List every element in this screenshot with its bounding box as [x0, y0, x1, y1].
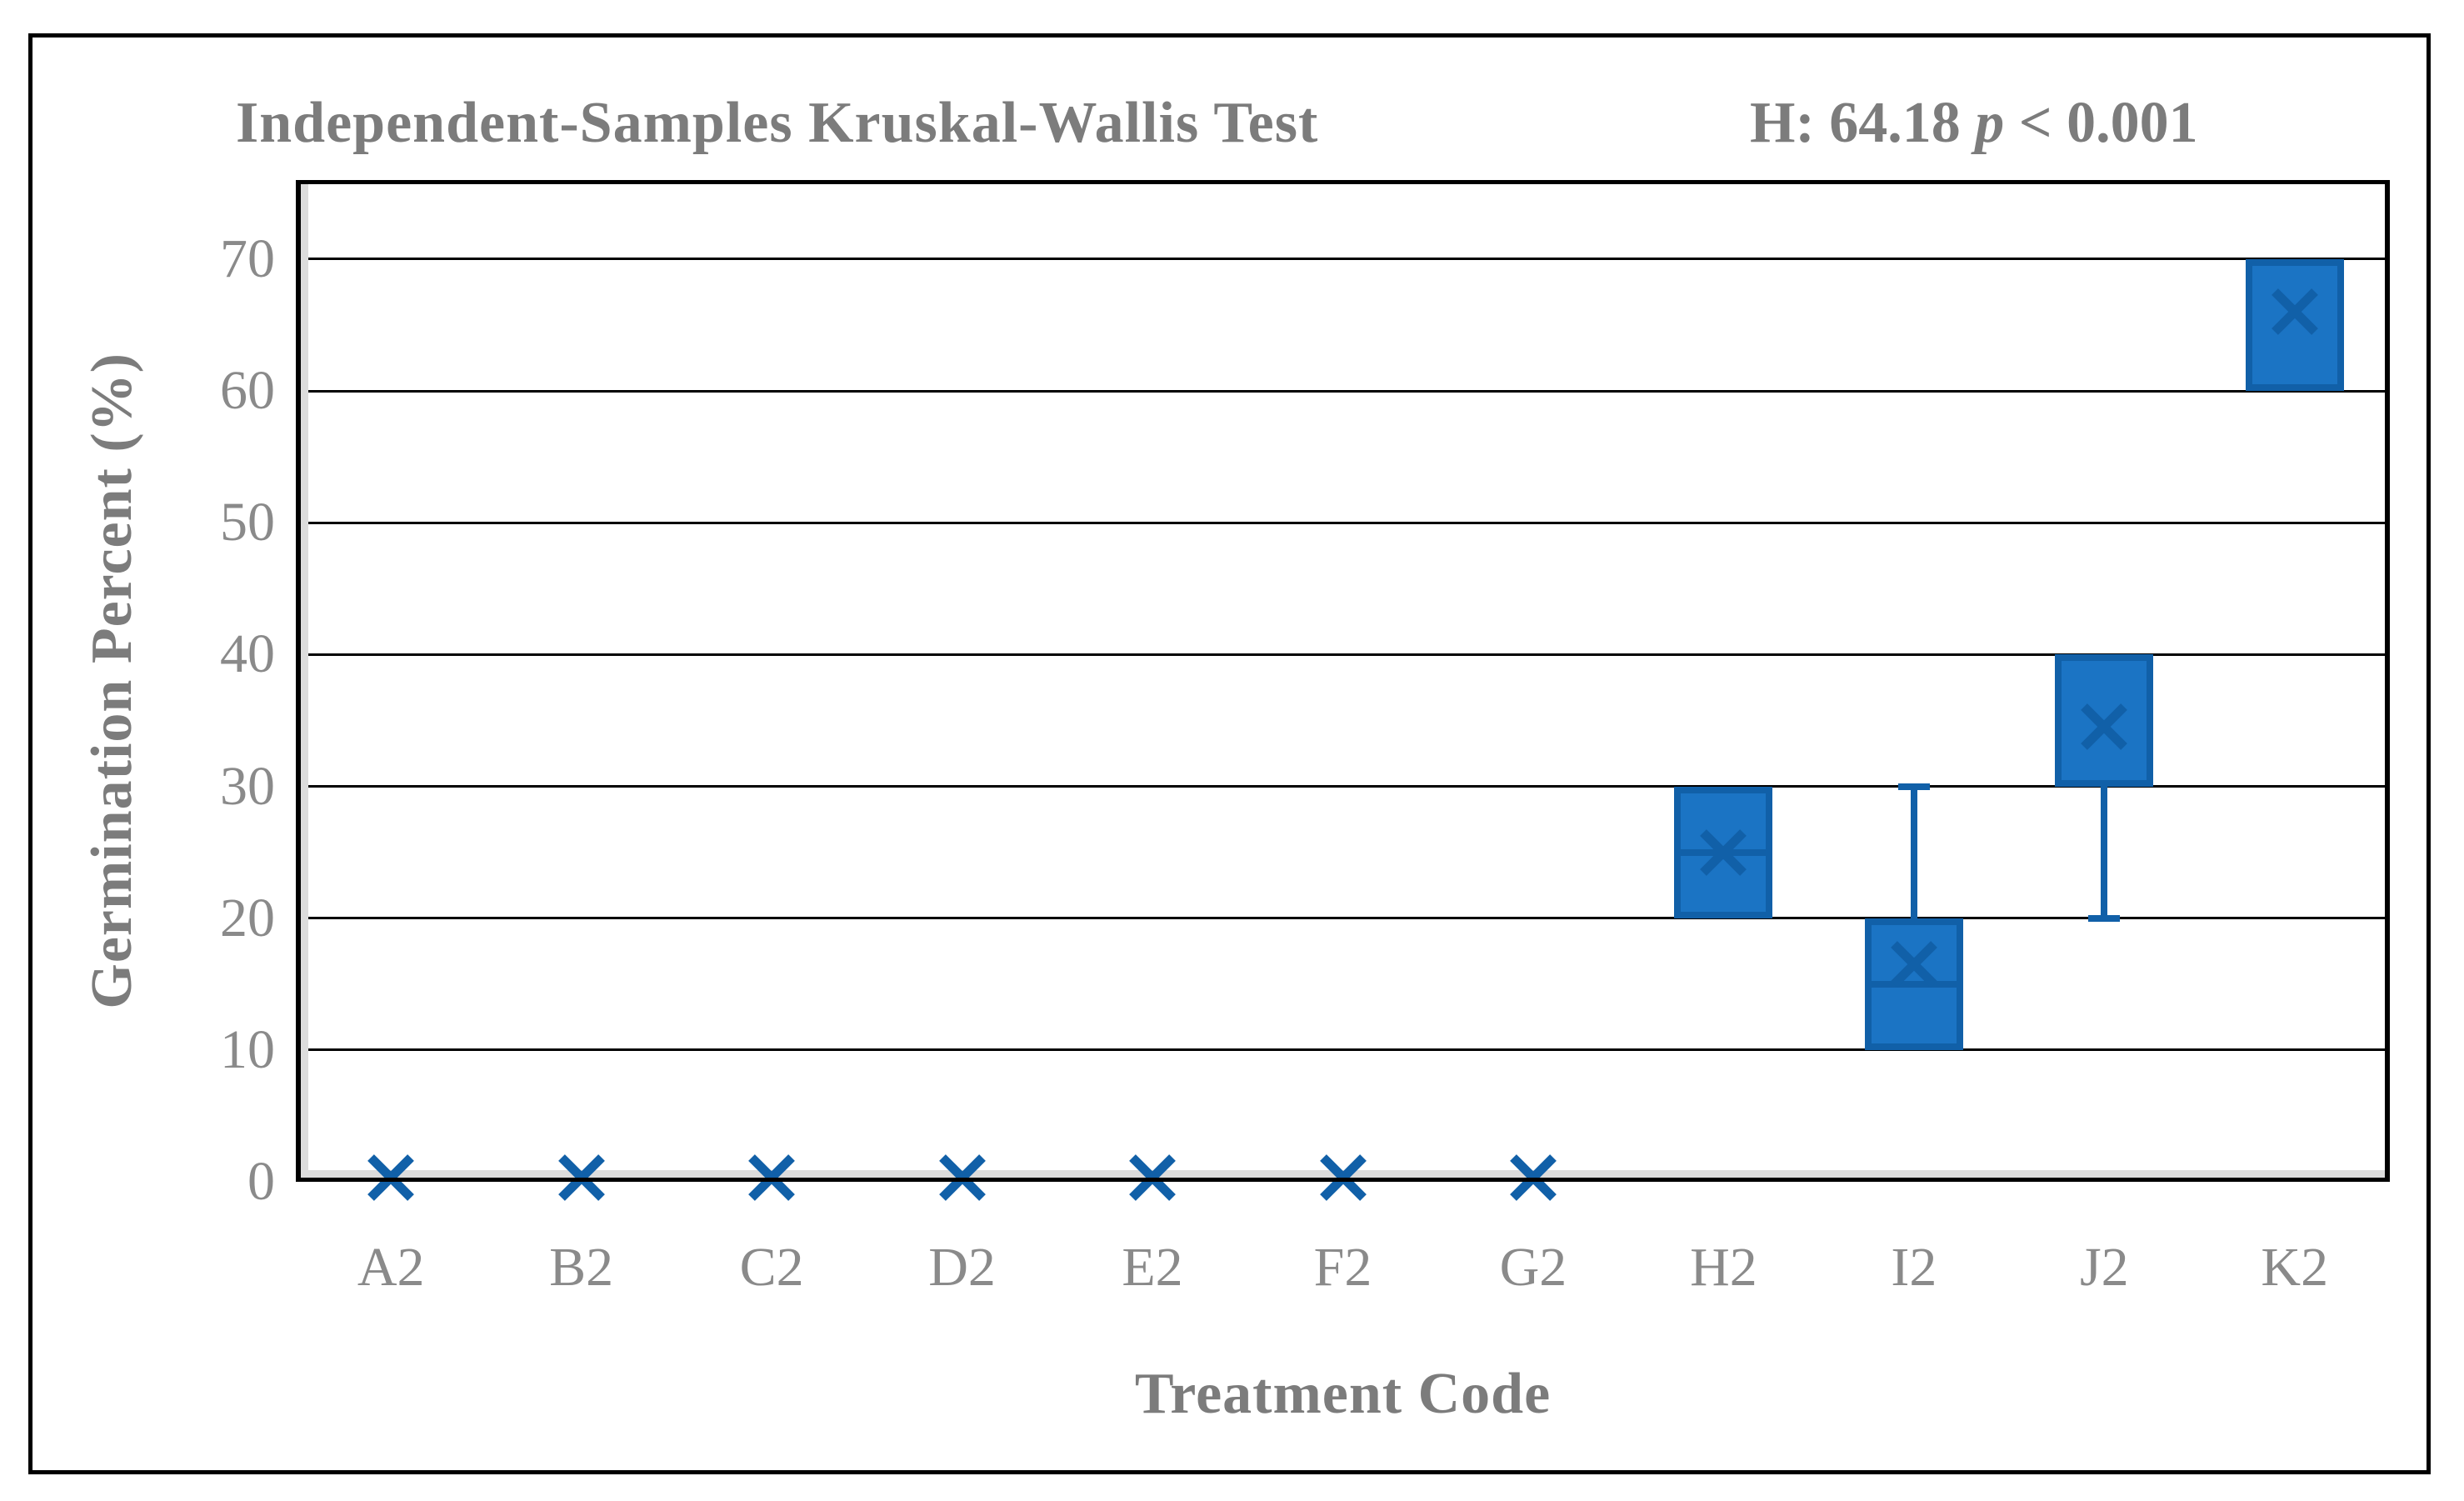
whisker-cap: [2088, 914, 2121, 922]
category-label: E2: [1122, 1237, 1183, 1298]
gridline: [308, 1048, 2385, 1052]
chart-title: Independent-Samples Kruskal-Wallis Test: [236, 91, 1319, 155]
mean-x-marker: [1890, 941, 1937, 988]
category-label: C2: [739, 1237, 804, 1298]
category-label: K2: [2261, 1237, 2329, 1298]
box: [2055, 654, 2154, 787]
category-label: I2: [1891, 1237, 1937, 1298]
ytick-label: 20: [220, 887, 275, 948]
x-axis-title: Treatment Code: [1134, 1362, 1552, 1426]
stat-h-value: H: 64.18: [1750, 91, 1976, 155]
gridline: [308, 653, 2385, 656]
gridline: [308, 521, 2385, 524]
category-label: J2: [2079, 1237, 2129, 1298]
mean-x-marker: [2271, 288, 2318, 336]
plot-area: [296, 180, 2390, 1202]
stat-annotation: H: 64.18 p < 0.001: [1750, 90, 2198, 157]
plot-border-bottom: [296, 1178, 2390, 1182]
ytick-label: 10: [220, 1018, 275, 1080]
gridline: [308, 389, 2385, 393]
gridline: [308, 258, 2385, 261]
box: [2245, 258, 2344, 392]
whisker-line: [2101, 786, 2108, 918]
mean-x-marker: [2081, 703, 2128, 751]
whisker-cap: [1897, 783, 1930, 790]
ytick-label: 60: [220, 360, 275, 422]
category-label: A2: [357, 1237, 425, 1298]
plot-inner-strip-left: [301, 180, 308, 1182]
ytick-label: 30: [220, 755, 275, 817]
median-line: [1864, 980, 1963, 988]
category-label: D2: [928, 1237, 996, 1298]
stat-p-value: < 0.001: [2004, 91, 2198, 155]
category-label: F2: [1313, 1237, 1372, 1298]
gridline: [308, 785, 2385, 788]
plot-border-right: [2385, 180, 2390, 1182]
plot-border-left: [296, 180, 301, 1182]
category-label: B2: [549, 1237, 614, 1298]
gridline: [308, 917, 2385, 920]
whisker-line: [1910, 786, 1917, 918]
stat-p-symbol: p: [1975, 91, 2005, 155]
ytick-label: 0: [247, 1151, 275, 1212]
ytick-label: 70: [220, 228, 275, 289]
ytick-label: 40: [220, 623, 275, 685]
plot-border-top: [296, 180, 2390, 184]
category-label: H2: [1690, 1237, 1757, 1298]
category-label: G2: [1499, 1237, 1567, 1298]
mean-x-marker: [1700, 828, 1747, 876]
ytick-label: 50: [220, 492, 275, 553]
